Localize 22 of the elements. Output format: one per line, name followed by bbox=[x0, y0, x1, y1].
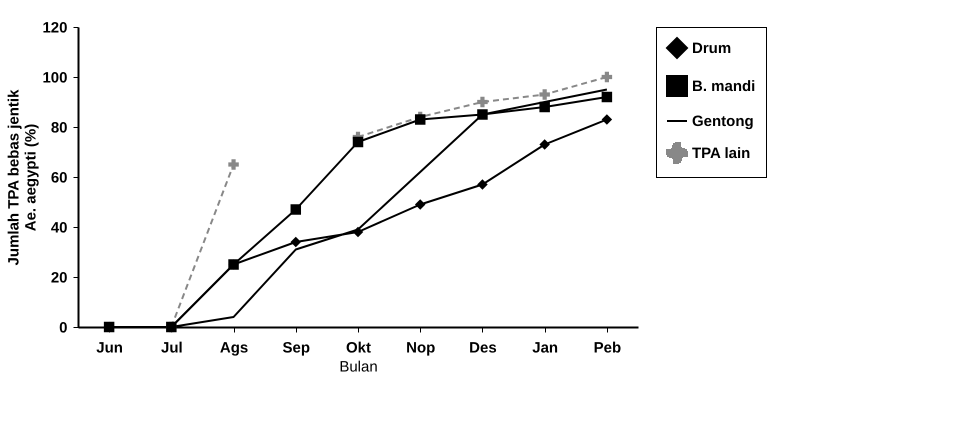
y-tick-label: 100 bbox=[42, 70, 68, 86]
y-tick-label: 20 bbox=[50, 270, 68, 286]
x-tick-label: Sep bbox=[282, 340, 310, 356]
x-tick-label: Jan bbox=[532, 340, 558, 356]
x-tick-label: Des bbox=[469, 340, 497, 356]
legend-label: B. mandi bbox=[692, 78, 756, 95]
legend-label: Drum bbox=[692, 40, 732, 57]
y-tick-label: 0 bbox=[59, 320, 68, 336]
legend-label: Gentong bbox=[692, 113, 754, 130]
x-tick-label: Nop bbox=[406, 340, 436, 356]
x-tick-label: Jul bbox=[160, 340, 183, 356]
x-axis-title: Bulan bbox=[339, 358, 378, 376]
y-axis-title: Jumlah TPA bebas jentik Ae. aegypti (%) bbox=[5, 88, 40, 266]
x-tick-label: Jun bbox=[96, 340, 123, 356]
y-tick-label: 80 bbox=[50, 120, 68, 136]
legend-label: TPA lain bbox=[692, 145, 750, 162]
x-tick-label: Okt bbox=[346, 340, 372, 356]
y-tick-label: 60 bbox=[50, 170, 68, 186]
y-tick-label: 120 bbox=[42, 20, 68, 36]
x-tick-label: Peb bbox=[594, 340, 622, 356]
x-tick-label: Ags bbox=[220, 340, 248, 356]
y-tick-label: 40 bbox=[50, 220, 68, 236]
